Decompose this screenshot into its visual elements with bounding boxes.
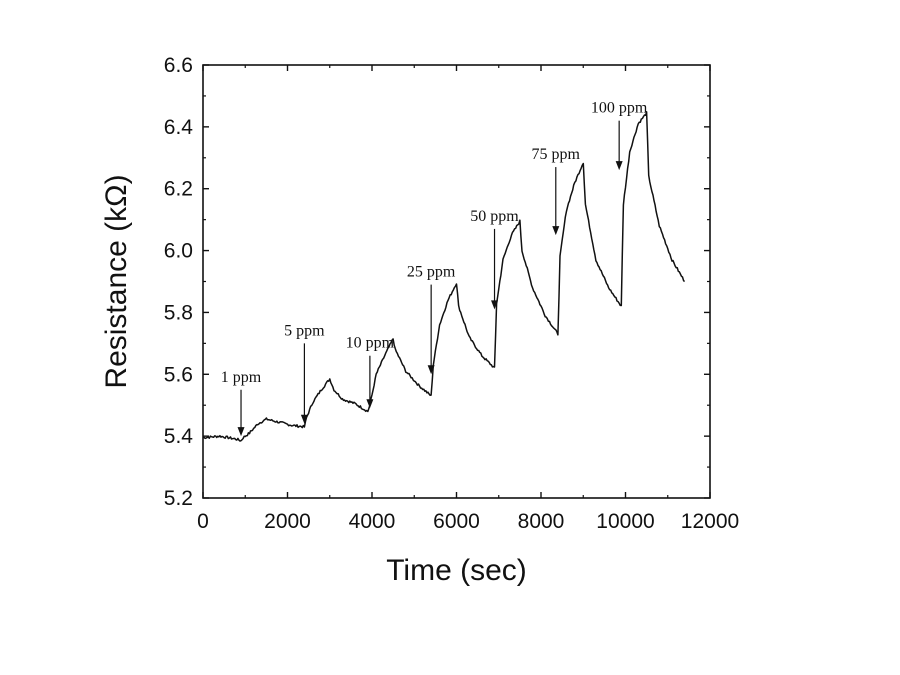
y-tick-label: 5.4 [164,425,194,448]
y-tick-label: 6.4 [164,116,194,139]
y-tick-label: 5.6 [164,363,193,386]
annotation-label: 25 ppm [407,264,456,281]
annotation-arrow-head [491,300,499,310]
annotation-label: 100 ppm [591,100,648,117]
series-layer [202,111,686,442]
annotations: 1 ppm 5 ppm 10 ppm 25 ppm 50 ppm 75 ppm 100 pp… [221,100,648,437]
annotation-arrow-head [427,365,435,375]
x-tick-label: 2000 [264,510,311,533]
x-tick-label: 10000 [596,510,654,533]
x-tick-label: 8000 [518,510,565,533]
plot-border [202,64,711,499]
annotation-arrow-head [366,399,374,409]
x-tick-label: 0 [197,510,209,533]
x-tick-label: 12000 [681,510,739,533]
annotation-arrow-head [237,427,245,437]
y-tick-label: 6.6 [164,54,193,77]
plot-frame [202,64,711,499]
x-tick-label: 6000 [433,510,480,533]
y-tick-label: 5.8 [164,301,193,324]
y-tick-label: 5.2 [164,487,193,510]
annotation-arrow-head [300,414,308,424]
annotation-label: 5 ppm [284,322,325,339]
annotation-label: 10 ppm [346,335,395,352]
x-tick-label: 4000 [349,510,396,533]
y-tick-label: 6.0 [164,240,193,263]
tick-labels: 0 2000 4000 6000 8000 10000 12000 5.2 5.4 5.6 5.8 6… [164,54,739,533]
series-line [202,111,686,442]
y-axis-title: Resistance (kΩ) [100,174,133,388]
annotation-label: 1 ppm [221,369,262,386]
annotation-arrow-head [552,226,560,236]
x-axis-title: Time (sec) [386,554,527,587]
annotation-label: 50 ppm [470,208,519,225]
axis-ticks [202,64,711,499]
annotation-arrow-head [615,161,623,171]
y-tick-label: 6.2 [164,178,193,201]
annotation-label: 75 ppm [532,146,581,163]
